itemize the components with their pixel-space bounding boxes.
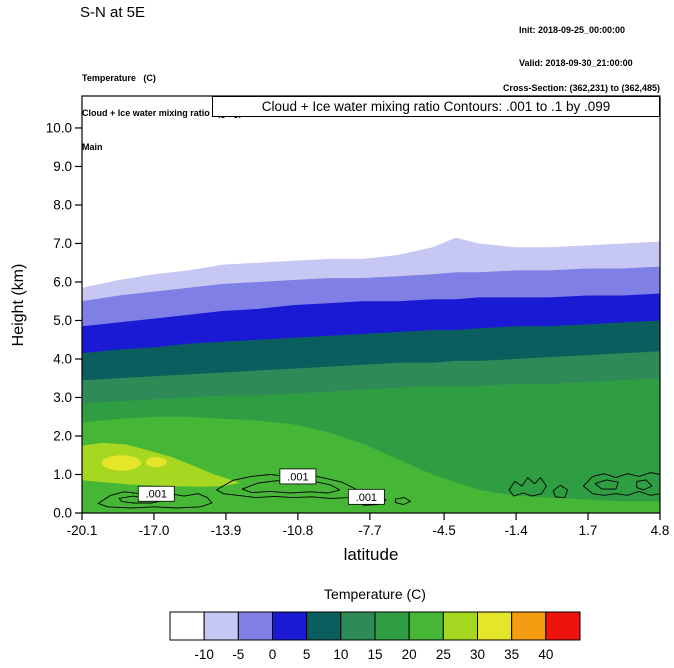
colorbar-tick-label: 10 xyxy=(333,647,348,662)
x-tick-label: 1.7 xyxy=(579,523,598,538)
field-temperature-label: Temperature (C) xyxy=(82,73,156,83)
cloud-mixing-ratio-contour xyxy=(594,479,619,490)
colorbar-tick-label: 25 xyxy=(436,647,451,662)
y-tick-label: 2.0 xyxy=(53,428,72,443)
x-tick-label: -20.1 xyxy=(67,523,98,538)
x-tick-label: -7.7 xyxy=(358,523,381,538)
colorbar-cell xyxy=(306,611,342,641)
y-tick-label: 10.0 xyxy=(46,120,72,135)
contour-label: .001 xyxy=(146,489,167,501)
cloud-mixing-ratio-contour xyxy=(97,490,213,509)
init-time-label: Init: 2018-09-25_00:00:00 xyxy=(519,25,626,35)
warm-core-30c xyxy=(101,455,142,471)
y-tick-label: 5.0 xyxy=(53,313,72,328)
colorbar-cell xyxy=(237,611,273,641)
y-tick-label: 4.0 xyxy=(53,351,72,366)
y-tick-label: 3.0 xyxy=(53,390,72,405)
colorbar-cell xyxy=(203,611,239,641)
x-tick-label: -1.4 xyxy=(504,523,528,538)
cross-section-range-label: Cross-Section: (362,231) to (362,485) xyxy=(502,83,660,93)
colorbar-cell xyxy=(340,611,376,641)
colorbar-tick-label: -10 xyxy=(194,647,214,662)
y-tick-label: 1.0 xyxy=(53,467,72,482)
colorbar-cell xyxy=(374,611,410,641)
y-tick-label: 8.0 xyxy=(53,197,72,212)
colorbar-tick-label: 40 xyxy=(538,647,553,662)
contour-label: .001 xyxy=(356,492,377,504)
x-tick-label: -4.5 xyxy=(432,523,455,538)
colorbar-tick-label: 0 xyxy=(269,647,277,662)
colorbar-tick-label: 35 xyxy=(504,647,519,662)
figure-title: S-N at 5E xyxy=(80,4,146,21)
y-tick-label: 6.0 xyxy=(53,274,72,289)
colorbar-tick-label: 15 xyxy=(367,647,382,662)
valid-time-label: Valid: 2018-09-30_21:00:00 xyxy=(519,58,633,68)
contour-label: .001 xyxy=(287,471,308,483)
x-tick-label: -17.0 xyxy=(139,523,170,538)
colorbar-cell xyxy=(477,611,513,641)
contour-info-box: Cloud + Ice water mixing ratio Contours:… xyxy=(212,96,660,117)
colorbar-cell xyxy=(442,611,479,641)
colorbar-tick-label: 30 xyxy=(470,647,485,662)
cloud-mixing-ratio-contour xyxy=(241,480,341,494)
model-domain-label: Main xyxy=(82,142,103,152)
x-tick-label: 4.8 xyxy=(651,523,670,538)
x-tick-label: -13.9 xyxy=(211,523,242,538)
contour-label-box xyxy=(137,485,175,502)
x-tick-label: -10.8 xyxy=(282,523,313,538)
y-tick-label: 9.0 xyxy=(53,159,72,174)
y-tick-label: 7.0 xyxy=(53,236,72,251)
colorbar-cell xyxy=(511,611,547,641)
colorbar-title: Temperature (C) xyxy=(324,586,426,602)
cloud-mixing-ratio-contour xyxy=(508,477,547,497)
colorbar-cell xyxy=(545,611,581,641)
temp-band-above--10c xyxy=(82,96,660,288)
colorbar-cell xyxy=(408,611,444,641)
y-tick-label: 0.0 xyxy=(53,506,72,521)
cloud-mixing-ratio-contour xyxy=(552,484,569,499)
init-valid-block: Init: 2018-09-25_00:00:00 Valid: 2018-09… xyxy=(519,3,633,91)
contour-label-box xyxy=(279,468,317,485)
colorbar-cell xyxy=(272,611,308,641)
warm-core-30c xyxy=(145,457,167,468)
cloud-mixing-ratio-contour xyxy=(394,497,411,505)
colorbar-tick-label: 5 xyxy=(303,647,311,662)
colorbar-tick-label: -5 xyxy=(232,647,244,662)
contour-label-box xyxy=(347,488,385,505)
colorbar-cell xyxy=(169,611,205,641)
x-axis-label: latitude xyxy=(343,545,399,564)
cloud-mixing-ratio-contour xyxy=(636,479,653,491)
y-axis-label: Height (km) xyxy=(10,263,27,347)
colorbar-tick-label: 20 xyxy=(402,647,417,662)
